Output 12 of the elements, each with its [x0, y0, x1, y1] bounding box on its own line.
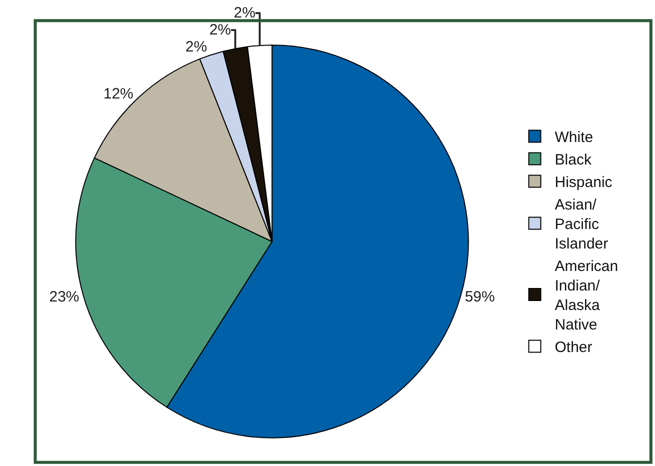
data-label: 2%	[234, 4, 256, 22]
data-label: 2%	[209, 22, 232, 39]
legend-label: Hispanic	[554, 174, 613, 192]
data-label: 2%	[185, 38, 208, 56]
legend-label: Asian/Pacific Islander	[554, 196, 608, 253]
data-label: 59%	[464, 288, 495, 306]
data-label: 12%	[103, 85, 134, 102]
legend-label: Other	[554, 339, 592, 356]
legend-label: Black	[554, 152, 592, 169]
data-label: 23%	[49, 288, 80, 306]
legend-label: White	[554, 129, 594, 146]
legend-label: American Indian/Alaska Native	[554, 258, 618, 334]
